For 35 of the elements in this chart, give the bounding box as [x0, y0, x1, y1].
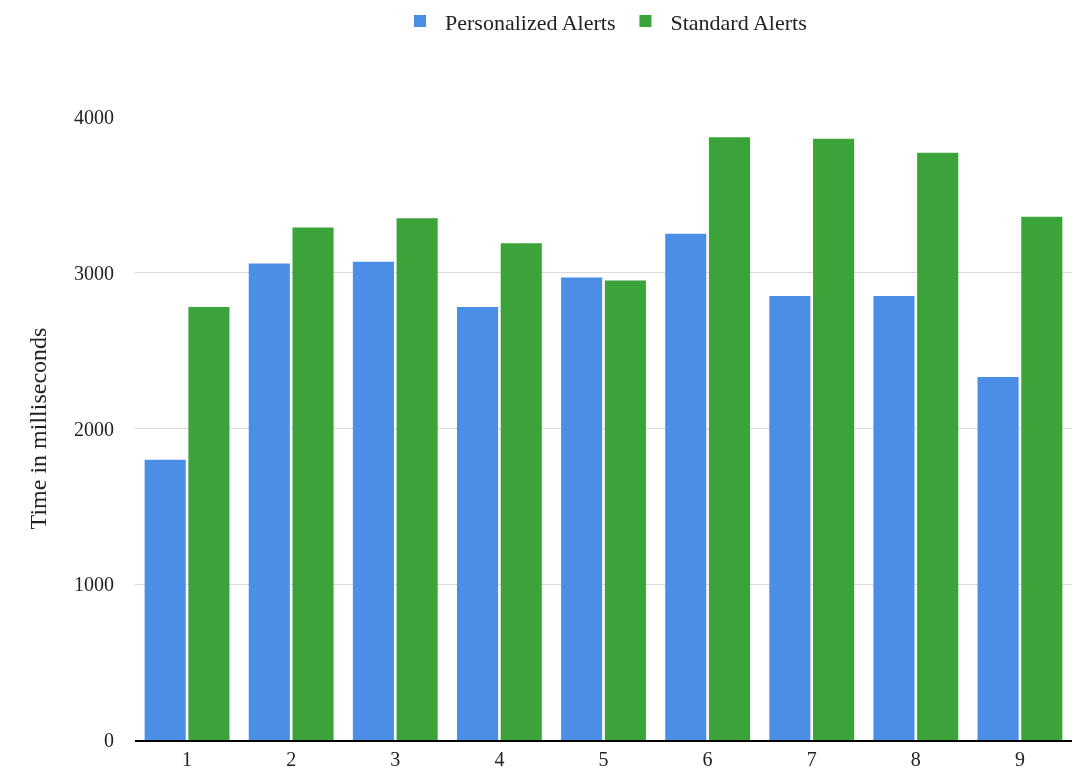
y-tick-label: 4000	[74, 106, 114, 128]
y-tick-label: 2000	[74, 417, 114, 440]
x-tick-label: 3	[390, 748, 401, 770]
bar	[188, 307, 230, 740]
bar	[396, 218, 438, 740]
x-tick-label: 5	[598, 748, 609, 770]
x-tick-label: 4	[494, 748, 505, 770]
x-tick-label: 2	[286, 748, 297, 770]
bar	[561, 277, 603, 740]
x-tick-label: 9	[1014, 748, 1025, 770]
bar	[604, 280, 646, 740]
x-tick-label: 6	[702, 748, 713, 770]
bar	[917, 152, 959, 740]
legend-label: Personalized Alerts	[445, 9, 616, 35]
x-tick-label: 8	[910, 748, 921, 770]
x-tick-label: 7	[806, 748, 817, 770]
bar	[456, 307, 499, 740]
y-axis-title: Time in milliseconds	[25, 327, 52, 530]
legend-label: Standard Alerts	[670, 9, 807, 35]
bar	[708, 137, 751, 740]
bar	[1021, 216, 1063, 740]
x-tick-label: 1	[182, 748, 193, 770]
bar	[292, 227, 334, 740]
bar	[813, 138, 855, 740]
y-tick-label: 1000	[74, 573, 114, 596]
bar	[144, 459, 186, 740]
bar	[873, 296, 915, 740]
bar	[248, 263, 290, 740]
bar	[977, 377, 1019, 740]
y-tick-label: 0	[104, 729, 114, 751]
y-tick-label: 3000	[74, 261, 114, 284]
bar	[500, 243, 542, 740]
bar	[665, 233, 707, 740]
bar	[352, 261, 394, 740]
bar	[769, 296, 811, 740]
